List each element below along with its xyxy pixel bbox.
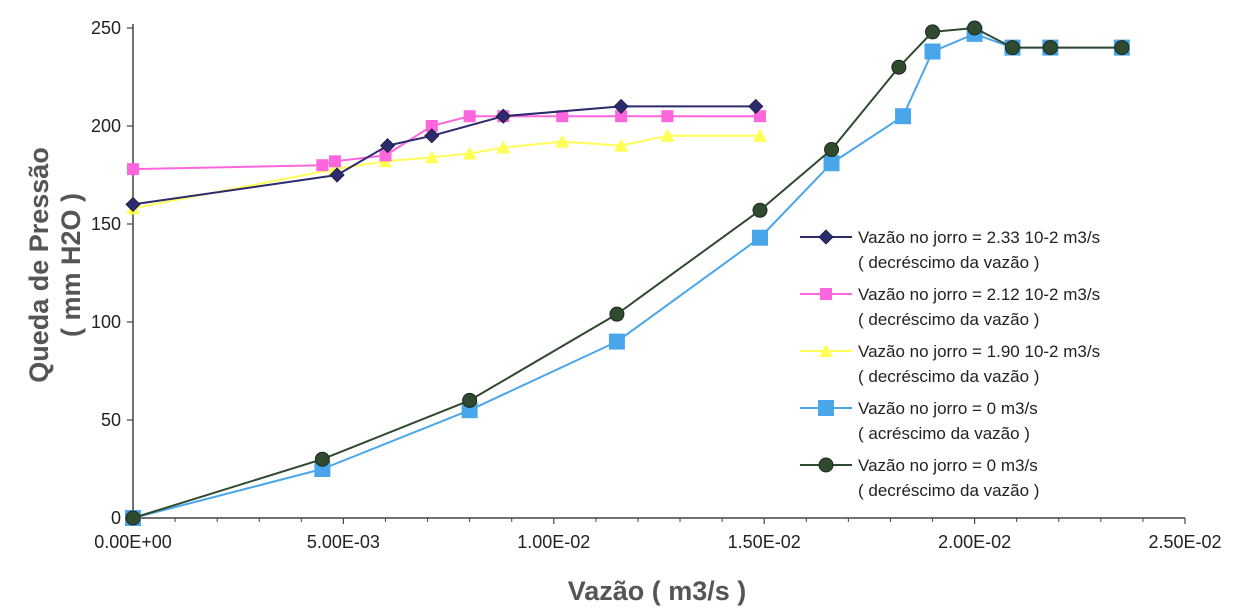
- series-5-point: [891, 59, 907, 75]
- y-tick-label: 0: [111, 508, 121, 528]
- series-2-point: [379, 149, 392, 162]
- series-5-point: [967, 20, 983, 36]
- y-tick-label: 250: [91, 18, 121, 38]
- legend-marker: [818, 229, 834, 245]
- series-1-point: [424, 128, 440, 144]
- y-tick-label: 150: [91, 214, 121, 234]
- series-2: [127, 110, 766, 176]
- legend-sublabel: ( decréscimo da vazão ): [858, 481, 1039, 500]
- series-2-point: [661, 110, 674, 123]
- y-tick-label: 200: [91, 116, 121, 136]
- series-4-point: [608, 333, 625, 350]
- series-2-point: [615, 110, 628, 123]
- legend-marker: [820, 288, 832, 300]
- series-3-point: [752, 128, 767, 142]
- x-tick-label: 2.00E-02: [938, 532, 1011, 552]
- series-2-point: [328, 155, 341, 168]
- y-axis-title-line1: Queda de Pressão: [24, 147, 54, 383]
- x-axis-title: Vazão ( m3/s ): [568, 576, 747, 606]
- series-5-point: [1114, 40, 1130, 56]
- series-5-point: [1042, 40, 1058, 56]
- series-2-point: [127, 163, 139, 176]
- legend-label: Vazão no jorro = 2.12 10-2 m3/s: [858, 285, 1100, 304]
- legend-entry-4: Vazão no jorro = 0 m3/s ( acréscimo da va…: [800, 399, 1038, 443]
- series-3-point: [555, 134, 570, 148]
- series-3-point: [614, 138, 629, 152]
- legend-label: Vazão no jorro = 0 m3/s: [858, 456, 1038, 475]
- series-2-point: [425, 120, 438, 132]
- series-2-point: [556, 110, 569, 123]
- series-3-line: [132, 134, 760, 210]
- legend-sublabel: ( acréscimo da vazão ): [858, 424, 1030, 443]
- legend-label: Vazão no jorro = 0 m3/s: [858, 399, 1038, 418]
- series-5-point: [462, 392, 478, 408]
- legend-entry-5: Vazão no jorro = 0 m3/s ( decréscimo da v…: [800, 456, 1039, 500]
- series-2-point: [316, 159, 329, 172]
- y-axis-title-line2: ( mm H2O ): [56, 193, 86, 337]
- legend-entry-2: Vazão no jorro = 2.12 10-2 m3/s ( decrésc…: [800, 285, 1100, 329]
- legend-entry-1: Vazão no jorro = 2.33 10-2 m3/s ( decrésc…: [800, 228, 1100, 272]
- legend: Vazão no jorro = 2.33 10-2 m3/s ( decrésc…: [800, 228, 1100, 500]
- x-tick-label: 2.50E-02: [1148, 532, 1221, 552]
- x-tick-label: 0.00E+00: [94, 532, 172, 552]
- series-5-point: [125, 510, 141, 526]
- series-3-point: [496, 140, 511, 154]
- legend-marker: [818, 457, 834, 473]
- series-5-point: [609, 306, 625, 322]
- series-1-point: [495, 108, 511, 124]
- series-5: [125, 20, 1130, 526]
- series-1-point: [329, 167, 345, 183]
- series-5-line: [132, 27, 1122, 519]
- y-axis-title: Queda de Pressão ( mm H2O ): [24, 147, 86, 383]
- series-4-point: [751, 229, 768, 246]
- legend-marker: [818, 400, 834, 416]
- series-5-point: [314, 451, 330, 467]
- legend-label: Vazão no jorro = 2.33 10-2 m3/s: [858, 228, 1100, 247]
- x-tick-label: 1.50E-02: [728, 532, 801, 552]
- x-tick-label: 5.00E-03: [307, 532, 380, 552]
- series-3-point: [660, 128, 675, 142]
- series-2-point: [753, 110, 766, 123]
- legend-marker: [819, 344, 833, 357]
- x-tick-label: 1.00E-02: [517, 532, 590, 552]
- series-1-point: [748, 98, 764, 114]
- y-tick-label: 100: [91, 312, 121, 332]
- y-tick-label: 50: [101, 410, 121, 430]
- series-3-point: [424, 150, 439, 164]
- legend-label: Vazão no jorro = 1.90 10-2 m3/s: [858, 342, 1100, 361]
- series-4-point: [924, 43, 941, 60]
- series-1-point: [613, 98, 629, 114]
- series-5-point: [1004, 40, 1020, 56]
- legend-entry-3: Vazão no jorro = 1.90 10-2 m3/s ( decrésc…: [800, 342, 1100, 386]
- series-layer: [125, 20, 1130, 526]
- series-1: [125, 98, 764, 212]
- series-4-point: [895, 108, 912, 125]
- legend-sublabel: ( decréscimo da vazão ): [858, 367, 1039, 386]
- series-1-point: [380, 138, 396, 154]
- series-1-point: [125, 196, 141, 212]
- series-4-point: [823, 155, 840, 172]
- legend-sublabel: ( decréscimo da vazão ): [858, 253, 1039, 272]
- series-5-point: [824, 142, 840, 158]
- legend-sublabel: ( decréscimo da vazão ): [858, 310, 1039, 329]
- axes: 0.00E+00 5.00E-03 1.00E-02 1.50E-02 2.00E-02…: [91, 18, 1222, 552]
- series-2-line: [132, 115, 760, 171]
- series-2-point: [463, 110, 476, 123]
- series-5-point: [925, 24, 941, 40]
- series-5-point: [752, 202, 768, 218]
- series-3: [126, 128, 767, 215]
- series-3-point: [462, 146, 477, 160]
- series-4: [125, 25, 1130, 526]
